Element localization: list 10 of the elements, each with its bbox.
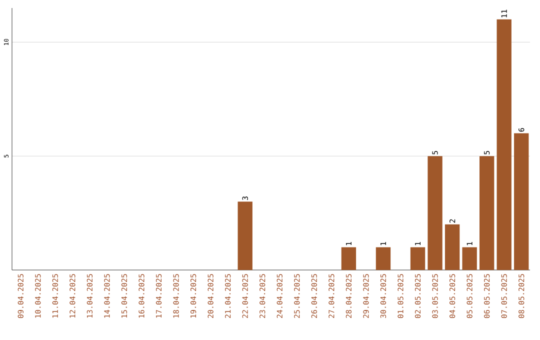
- bar: [238, 202, 252, 270]
- bar: [428, 156, 442, 270]
- bar: [410, 247, 426, 270]
- bar: [462, 247, 477, 270]
- bar: [496, 19, 512, 270]
- bar: [376, 247, 391, 270]
- bar: [480, 156, 494, 270]
- bar: [444, 224, 460, 270]
- bar: [341, 247, 356, 270]
- bar: [514, 133, 529, 270]
